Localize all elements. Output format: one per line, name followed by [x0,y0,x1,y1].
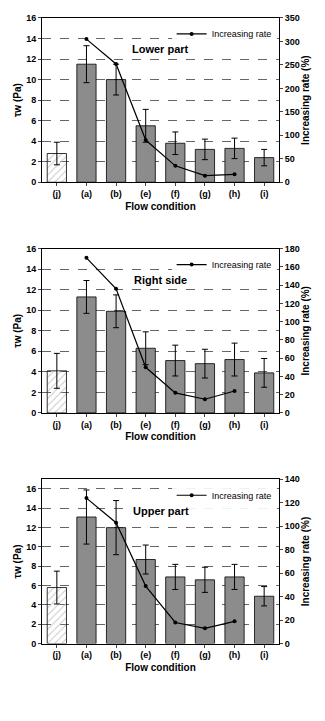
svg-text:4: 4 [31,367,36,377]
svg-text:140: 140 [285,280,300,290]
svg-text:(g): (g) [199,420,211,430]
svg-text:(a): (a) [81,650,92,660]
svg-text:180: 180 [285,244,300,254]
svg-text:60: 60 [285,353,295,363]
svg-text:(b): (b) [110,420,122,430]
svg-text:16: 16 [26,484,36,494]
svg-text:(b): (b) [110,650,122,660]
svg-text:300: 300 [285,37,300,47]
svg-text:Flow condition: Flow condition [125,201,196,212]
svg-text:0: 0 [285,639,290,649]
svg-text:(a): (a) [81,189,92,199]
svg-text:Flow condition: Flow condition [125,662,196,673]
svg-text:0: 0 [285,177,290,187]
svg-text:100: 100 [285,130,300,140]
svg-text:(f): (f) [171,420,180,430]
svg-text:14: 14 [26,34,36,44]
svg-text:0: 0 [31,408,36,418]
svg-text:Flow condition: Flow condition [125,431,196,442]
svg-text:10: 10 [26,542,36,552]
svg-text:τw (Pa): τw (Pa) [12,83,23,117]
svg-text:Increasing rate: Increasing rate [212,491,272,501]
svg-text:10: 10 [26,305,36,315]
svg-text:8: 8 [31,561,36,571]
svg-text:100: 100 [285,317,300,327]
svg-text:(i): (i) [260,420,269,430]
svg-text:6: 6 [31,116,36,126]
svg-text:2: 2 [31,388,36,398]
svg-text:6: 6 [31,346,36,356]
svg-text:(b): (b) [110,189,122,199]
svg-text:14: 14 [26,264,36,274]
svg-text:8: 8 [31,326,36,336]
svg-text:Lower part: Lower part [132,43,189,55]
svg-text:2: 2 [31,619,36,629]
svg-text:4: 4 [31,600,36,610]
svg-text:4: 4 [31,136,36,146]
svg-text:Upper part: Upper part [133,505,189,517]
svg-text:60: 60 [285,568,295,578]
svg-text:20: 20 [285,615,295,625]
svg-text:Right side: Right side [134,274,187,286]
svg-text:(g): (g) [199,650,211,660]
svg-text:40: 40 [285,592,295,602]
svg-text:2: 2 [31,157,36,167]
svg-text:80: 80 [285,545,295,555]
svg-text:(i): (i) [260,189,269,199]
svg-text:80: 80 [285,335,295,345]
svg-text:τw (Pa): τw (Pa) [12,314,23,348]
svg-text:50: 50 [285,154,295,164]
svg-text:12: 12 [26,54,36,64]
svg-text:160: 160 [285,262,300,272]
svg-text:(e): (e) [140,650,151,660]
svg-text:(f): (f) [171,189,180,199]
svg-text:6: 6 [31,581,36,591]
svg-text:0: 0 [31,177,36,187]
svg-text:Increasing rate: Increasing rate [212,260,272,270]
svg-text:τw (Pa): τw (Pa) [12,545,23,579]
svg-text:350: 350 [285,13,300,23]
svg-text:(j): (j) [53,189,62,199]
svg-text:150: 150 [285,107,300,117]
svg-text:(e): (e) [140,420,151,430]
svg-text:(h): (h) [229,189,241,199]
svg-text:(j): (j) [53,420,62,430]
svg-text:(a): (a) [81,420,92,430]
svg-text:200: 200 [285,84,300,94]
svg-text:0: 0 [285,408,290,418]
svg-text:(h): (h) [229,650,241,660]
svg-text:(e): (e) [140,189,151,199]
svg-text:120: 120 [285,299,300,309]
svg-text:16: 16 [26,244,36,254]
svg-text:Increasing rate (%): Increasing rate (%) [300,55,311,144]
svg-text:(i): (i) [260,650,269,660]
svg-text:40: 40 [285,372,295,382]
svg-text:(f): (f) [171,650,180,660]
svg-text:140: 140 [285,474,300,484]
svg-text:(h): (h) [229,420,241,430]
svg-text:20: 20 [285,390,295,400]
svg-text:100: 100 [285,521,300,531]
svg-text:Increasing rate (%): Increasing rate (%) [300,286,311,375]
svg-text:(j): (j) [53,650,62,660]
svg-text:Increasing rate (%): Increasing rate (%) [300,517,311,606]
svg-text:16: 16 [26,13,36,23]
svg-text:14: 14 [26,503,36,513]
svg-text:(g): (g) [199,189,211,199]
svg-text:8: 8 [31,95,36,105]
svg-text:Increasing rate: Increasing rate [212,29,272,39]
svg-text:10: 10 [26,75,36,85]
svg-text:0: 0 [31,639,36,649]
svg-text:12: 12 [26,523,36,533]
svg-text:120: 120 [285,498,300,508]
svg-text:250: 250 [285,60,300,70]
svg-text:12: 12 [26,285,36,295]
